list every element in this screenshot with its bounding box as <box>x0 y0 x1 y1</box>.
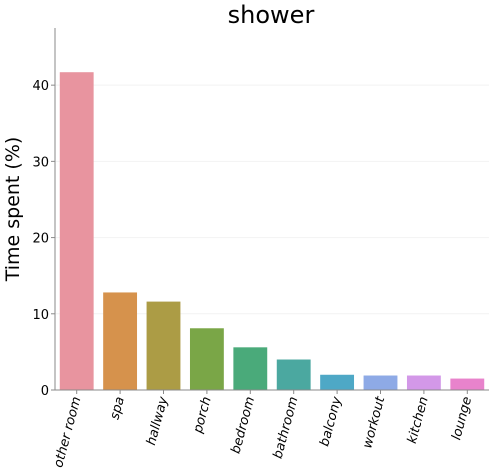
x-tick-label: hallway <box>144 395 171 447</box>
y-tick-label: 10 <box>32 308 49 323</box>
y-ticks: 0 10 20 30 40 <box>32 79 55 399</box>
chart-title: shower <box>228 1 315 29</box>
y-tick-label: 20 <box>32 232 49 247</box>
x-tick-label: porch <box>190 395 214 436</box>
x-ticks: other room spa hallway porch bedroom bathroom… <box>51 390 475 469</box>
y-tick-label: 0 <box>41 384 49 399</box>
x-tick-label: kitchen <box>405 395 432 445</box>
bar-kitchen <box>406 375 441 390</box>
bar-porch <box>189 328 224 390</box>
bar-balcony <box>320 374 355 390</box>
bar-workout <box>363 375 398 390</box>
bar-lounge <box>450 378 485 390</box>
y-tick-label: 40 <box>32 79 49 94</box>
bar-spa <box>103 292 138 390</box>
y-tick-label: 30 <box>32 155 49 170</box>
gridlines <box>55 84 489 315</box>
bar-bedroom <box>233 347 268 390</box>
x-tick-label: spa <box>108 395 128 421</box>
bar-other-room <box>59 72 94 391</box>
x-tick-label: bedroom <box>229 395 259 455</box>
bars <box>59 72 485 391</box>
x-tick-label: other room <box>51 395 84 469</box>
x-tick-label: bathroom <box>271 395 302 460</box>
bar-bathroom <box>276 359 311 390</box>
bar-hallway <box>146 301 181 390</box>
x-tick-label: balcony <box>317 395 345 448</box>
x-tick-label: workout <box>360 394 388 450</box>
x-tick-label: lounge <box>449 395 475 442</box>
y-axis-label: Time spent (%) <box>2 137 24 283</box>
